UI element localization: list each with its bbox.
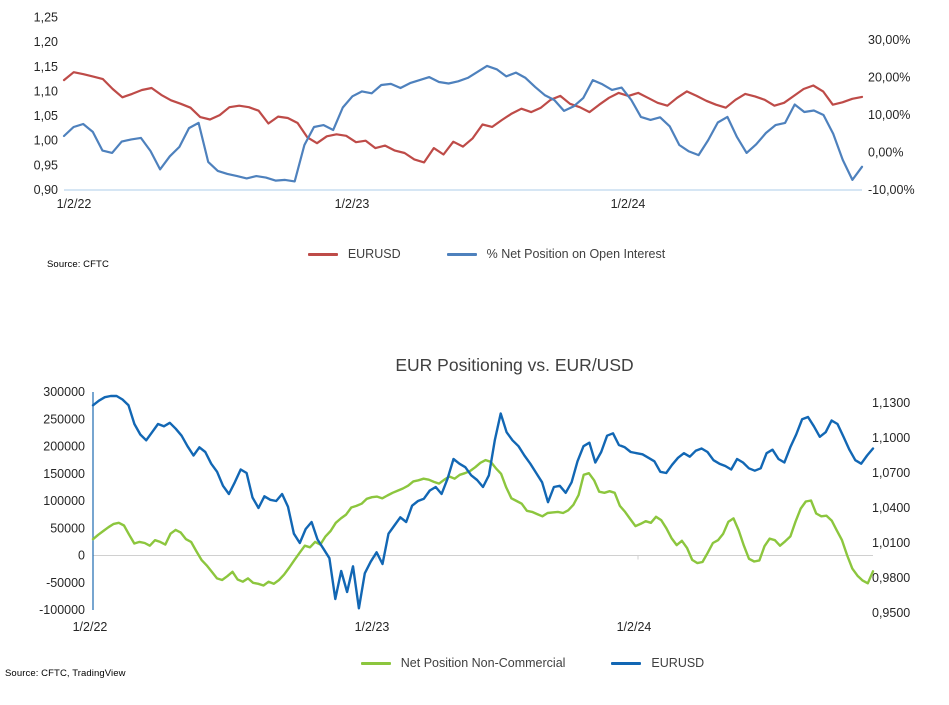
series-line-eurusd [62,71,864,164]
legend-item: % Net Position on Open Interest [446,247,666,261]
left-axis-tick-label: 250000 [43,412,85,426]
legend-swatch-line [446,252,477,256]
legend-label: EURUSD [347,247,401,261]
right-axis-tick-label: 10,00% [868,108,910,122]
bottom-chart-canvas: 300000 250000 200000 150000 100000 50000 0 -500… [39,385,910,634]
left-axis-tick-label: 1,05 [34,109,58,123]
left-axis-tick-label: 1,20 [34,35,58,49]
legend-item: Net Position Non-Commercial [360,656,566,670]
x-axis-tick-label: 1/2/22 [57,197,92,211]
right-axis-tick-label: 0,9800 [872,571,910,585]
right-axis-tick-label: 1,0700 [872,466,910,480]
left-axis-tick-label: 0 [78,549,85,563]
x-axis-tick-label: 1/2/22 [73,620,108,634]
left-axis-tick-label: 1,10 [34,84,58,98]
right-axis-tick-label: 0,00% [868,146,903,160]
right-axis-tick-label: 0,9500 [872,606,910,620]
left-axis-tick-label: 1,00 [34,134,58,148]
left-axis-tick-label: 0,90 [34,183,58,197]
legend-item: EURUSD [611,656,704,670]
right-axis-tick-label: 1,0400 [872,501,910,515]
x-axis-tick-label: 1/2/23 [355,620,390,634]
legend-label: EURUSD [651,656,705,670]
top-chart-canvas: 1,25 1,20 1,15 1,10 1,05 1,00 0,95 0,90 30,00% 20… [34,11,915,212]
left-axis-tick-label: 300000 [43,385,85,399]
top-chart-legend: EURUSD % Net Position on Open Interest [12,247,949,261]
right-axis-tick-label: 20,00% [868,71,910,85]
left-axis-tick-label: -50000 [46,576,85,590]
left-axis-tick-label: 150000 [43,467,85,481]
x-axis-tick-label: 1/2/24 [611,197,646,211]
right-axis-tick-label: 30,00% [868,33,910,47]
left-axis-tick-label: 1,25 [34,11,58,25]
left-axis-tick-label: 50000 [50,521,85,535]
series-line-net-position [91,458,875,587]
legend-swatch-line [611,661,642,665]
series-line-eurusd [91,394,875,610]
left-axis-tick-label: 0,95 [34,158,58,172]
left-axis-tick-label: -100000 [39,603,85,617]
legend-item: EURUSD [307,247,401,261]
left-axis-tick-label: 200000 [43,440,85,454]
legend-swatch-line [360,661,391,665]
series-line-net-position-pct [62,64,864,183]
bottom-chart-legend: Net Position Non-Commercial EURUSD [58,656,949,670]
x-axis-tick-label: 1/2/24 [617,620,652,634]
legend-label: % Net Position on Open Interest [486,247,666,261]
right-axis-tick-label: 1,0100 [872,536,910,550]
left-axis-tick-label: 100000 [43,494,85,508]
top-chart-source: Source: CFTC [47,259,109,270]
bottom-chart-source: Source: CFTC, TradingView [5,668,126,679]
right-axis-tick-label: 1,1300 [872,396,910,410]
right-axis-tick-label: 1,1000 [872,431,910,445]
left-axis-tick-label: 1,15 [34,60,58,74]
bottom-chart-title: EUR Positioning vs. EUR/USD [395,355,634,375]
legend-label: Net Position Non-Commercial [400,656,566,670]
legend-swatch-line [307,252,338,256]
x-axis-tick-label: 1/2/23 [335,197,370,211]
right-axis-tick-label: -10,00% [868,183,915,197]
